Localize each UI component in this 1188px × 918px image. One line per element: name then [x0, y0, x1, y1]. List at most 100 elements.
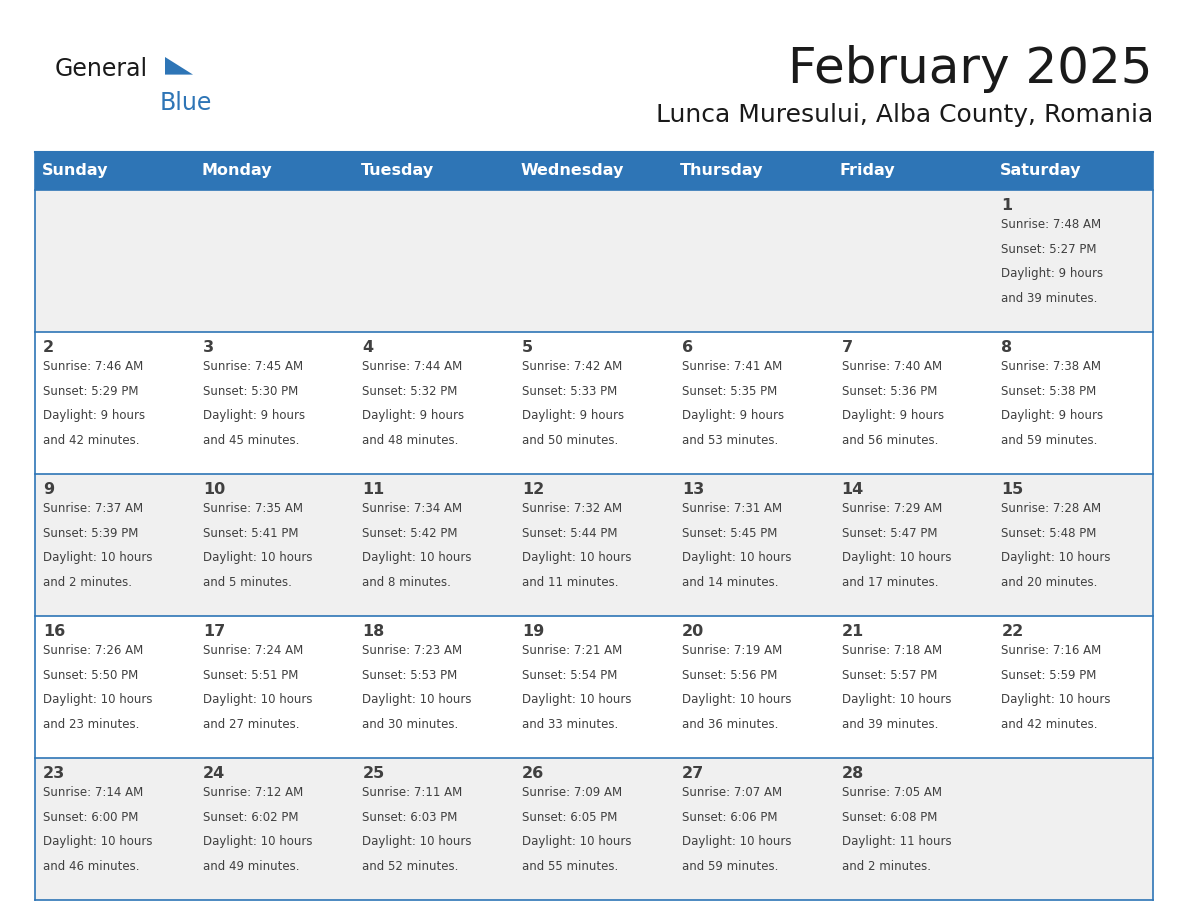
Text: Daylight: 10 hours: Daylight: 10 hours	[841, 693, 952, 706]
Text: and 56 minutes.: and 56 minutes.	[841, 434, 939, 447]
Text: Daylight: 10 hours: Daylight: 10 hours	[523, 552, 632, 565]
Text: Daylight: 11 hours: Daylight: 11 hours	[841, 835, 952, 848]
Text: Sunrise: 7:29 AM: Sunrise: 7:29 AM	[841, 501, 942, 515]
Text: 15: 15	[1001, 482, 1024, 497]
Text: Sunrise: 7:21 AM: Sunrise: 7:21 AM	[523, 644, 623, 656]
Text: Sunset: 5:53 PM: Sunset: 5:53 PM	[362, 668, 457, 681]
Text: Sunrise: 7:45 AM: Sunrise: 7:45 AM	[203, 360, 303, 373]
Text: 9: 9	[43, 482, 55, 497]
Text: Sunset: 5:56 PM: Sunset: 5:56 PM	[682, 668, 777, 681]
Text: and 33 minutes.: and 33 minutes.	[523, 718, 619, 732]
Text: 11: 11	[362, 482, 385, 497]
Text: and 59 minutes.: and 59 minutes.	[1001, 434, 1098, 447]
Text: Daylight: 9 hours: Daylight: 9 hours	[682, 409, 784, 422]
Text: Sunrise: 7:40 AM: Sunrise: 7:40 AM	[841, 360, 942, 373]
Text: Sunrise: 7:32 AM: Sunrise: 7:32 AM	[523, 501, 623, 515]
Text: Sunrise: 7:11 AM: Sunrise: 7:11 AM	[362, 786, 462, 799]
Text: Sunrise: 7:24 AM: Sunrise: 7:24 AM	[203, 644, 303, 656]
Text: Sunrise: 7:41 AM: Sunrise: 7:41 AM	[682, 360, 782, 373]
Text: and 53 minutes.: and 53 minutes.	[682, 434, 778, 447]
Text: Daylight: 9 hours: Daylight: 9 hours	[1001, 267, 1104, 280]
Text: Daylight: 10 hours: Daylight: 10 hours	[43, 552, 152, 565]
Text: February 2025: February 2025	[789, 45, 1154, 93]
Text: Sunset: 6:03 PM: Sunset: 6:03 PM	[362, 811, 457, 823]
Text: and 2 minutes.: and 2 minutes.	[43, 577, 132, 589]
Text: General: General	[55, 57, 148, 81]
Text: Daylight: 9 hours: Daylight: 9 hours	[1001, 409, 1104, 422]
Text: and 20 minutes.: and 20 minutes.	[1001, 577, 1098, 589]
Text: Sunset: 5:59 PM: Sunset: 5:59 PM	[1001, 668, 1097, 681]
Text: Blue: Blue	[160, 91, 213, 115]
Text: and 48 minutes.: and 48 minutes.	[362, 434, 459, 447]
Text: Sunset: 5:30 PM: Sunset: 5:30 PM	[203, 385, 298, 397]
Text: Daylight: 10 hours: Daylight: 10 hours	[523, 835, 632, 848]
Text: and 46 minutes.: and 46 minutes.	[43, 860, 139, 873]
Text: Thursday: Thursday	[681, 163, 764, 178]
Text: Sunday: Sunday	[42, 163, 108, 178]
Text: Sunrise: 7:48 AM: Sunrise: 7:48 AM	[1001, 218, 1101, 230]
Text: and 5 minutes.: and 5 minutes.	[203, 577, 291, 589]
Text: and 59 minutes.: and 59 minutes.	[682, 860, 778, 873]
Text: Daylight: 10 hours: Daylight: 10 hours	[362, 693, 472, 706]
Text: 4: 4	[362, 340, 373, 354]
Text: and 14 minutes.: and 14 minutes.	[682, 577, 778, 589]
Text: Sunrise: 7:12 AM: Sunrise: 7:12 AM	[203, 786, 303, 799]
Text: Sunrise: 7:09 AM: Sunrise: 7:09 AM	[523, 786, 623, 799]
Text: Daylight: 10 hours: Daylight: 10 hours	[523, 693, 632, 706]
Text: Daylight: 10 hours: Daylight: 10 hours	[682, 552, 791, 565]
Text: 13: 13	[682, 482, 704, 497]
Text: Sunrise: 7:18 AM: Sunrise: 7:18 AM	[841, 644, 942, 656]
Text: and 27 minutes.: and 27 minutes.	[203, 718, 299, 732]
Text: 25: 25	[362, 766, 385, 780]
Text: 24: 24	[203, 766, 225, 780]
Text: Daylight: 9 hours: Daylight: 9 hours	[203, 409, 305, 422]
Text: Daylight: 10 hours: Daylight: 10 hours	[362, 835, 472, 848]
Text: 10: 10	[203, 482, 225, 497]
Text: Sunrise: 7:23 AM: Sunrise: 7:23 AM	[362, 644, 462, 656]
Text: Sunrise: 7:07 AM: Sunrise: 7:07 AM	[682, 786, 782, 799]
Text: 1: 1	[1001, 197, 1012, 213]
Text: Sunrise: 7:38 AM: Sunrise: 7:38 AM	[1001, 360, 1101, 373]
Text: and 23 minutes.: and 23 minutes.	[43, 718, 139, 732]
Text: Friday: Friday	[840, 163, 896, 178]
Text: and 49 minutes.: and 49 minutes.	[203, 860, 299, 873]
Text: Daylight: 9 hours: Daylight: 9 hours	[523, 409, 624, 422]
Text: Sunset: 6:00 PM: Sunset: 6:00 PM	[43, 811, 138, 823]
Text: Daylight: 10 hours: Daylight: 10 hours	[1001, 693, 1111, 706]
Text: Lunca Muresului, Alba County, Romania: Lunca Muresului, Alba County, Romania	[656, 103, 1154, 127]
Text: and 30 minutes.: and 30 minutes.	[362, 718, 459, 732]
Text: Daylight: 9 hours: Daylight: 9 hours	[43, 409, 145, 422]
Text: and 42 minutes.: and 42 minutes.	[1001, 718, 1098, 732]
Text: Daylight: 10 hours: Daylight: 10 hours	[203, 693, 312, 706]
Text: and 39 minutes.: and 39 minutes.	[841, 718, 939, 732]
Text: Sunrise: 7:05 AM: Sunrise: 7:05 AM	[841, 786, 942, 799]
Text: 22: 22	[1001, 623, 1024, 639]
Text: Daylight: 10 hours: Daylight: 10 hours	[362, 552, 472, 565]
Text: Sunrise: 7:19 AM: Sunrise: 7:19 AM	[682, 644, 782, 656]
Bar	[34, 190, 1154, 332]
Text: Sunrise: 7:46 AM: Sunrise: 7:46 AM	[43, 360, 144, 373]
Text: 6: 6	[682, 340, 693, 354]
Text: and 45 minutes.: and 45 minutes.	[203, 434, 299, 447]
Text: 18: 18	[362, 623, 385, 639]
Text: Sunset: 5:50 PM: Sunset: 5:50 PM	[43, 668, 138, 681]
Text: Daylight: 10 hours: Daylight: 10 hours	[43, 693, 152, 706]
Text: and 55 minutes.: and 55 minutes.	[523, 860, 619, 873]
Text: Sunrise: 7:37 AM: Sunrise: 7:37 AM	[43, 501, 143, 515]
Text: and 50 minutes.: and 50 minutes.	[523, 434, 619, 447]
Text: Sunrise: 7:31 AM: Sunrise: 7:31 AM	[682, 501, 782, 515]
Text: Sunrise: 7:14 AM: Sunrise: 7:14 AM	[43, 786, 144, 799]
Text: Wednesday: Wednesday	[520, 163, 624, 178]
Text: 27: 27	[682, 766, 704, 780]
Text: Sunset: 5:29 PM: Sunset: 5:29 PM	[43, 385, 139, 397]
Text: Sunset: 5:44 PM: Sunset: 5:44 PM	[523, 527, 618, 540]
Text: 20: 20	[682, 623, 704, 639]
Text: Sunset: 5:51 PM: Sunset: 5:51 PM	[203, 668, 298, 681]
Text: Sunset: 5:54 PM: Sunset: 5:54 PM	[523, 668, 618, 681]
Text: and 36 minutes.: and 36 minutes.	[682, 718, 778, 732]
Bar	[34, 332, 1154, 474]
Bar	[34, 758, 1154, 900]
Text: and 17 minutes.: and 17 minutes.	[841, 577, 939, 589]
Bar	[34, 616, 1154, 758]
Text: Sunset: 5:45 PM: Sunset: 5:45 PM	[682, 527, 777, 540]
